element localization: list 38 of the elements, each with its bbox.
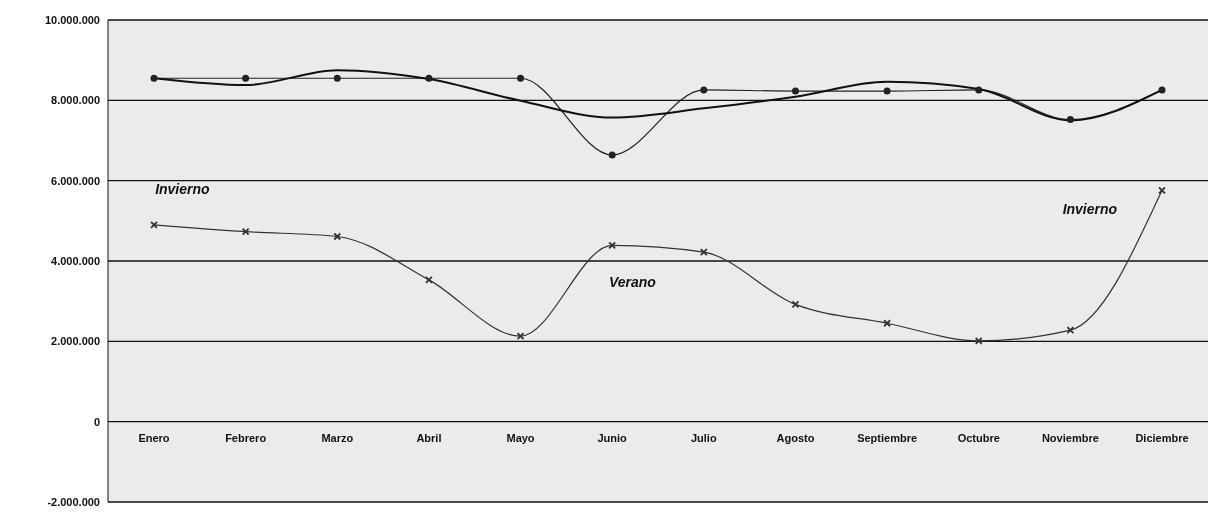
- x-tick-label: Febrero: [225, 431, 267, 444]
- x-tick-label: Abril: [416, 431, 442, 444]
- x-tick-label: Octubre: [957, 431, 1000, 444]
- y-tick-label: -2.000.000: [47, 495, 100, 508]
- x-tick-label: Septiembre: [857, 431, 918, 444]
- y-tick-label: 4.000.000: [51, 254, 100, 267]
- x-tick-label: Junio: [597, 431, 628, 444]
- point: [242, 74, 250, 82]
- point: [333, 232, 342, 241]
- annotation: Verano: [608, 273, 656, 290]
- y-tick-label: 10.000.000: [44, 13, 100, 26]
- point: [791, 300, 800, 309]
- y-tick-label: 8.000.000: [51, 94, 100, 107]
- y-tick-label: 0: [93, 415, 100, 428]
- point: [333, 74, 341, 82]
- y-tick-label: 2.000.000: [51, 335, 100, 348]
- annotation: Invierno: [155, 181, 210, 197]
- point: [975, 86, 983, 94]
- point: [425, 74, 433, 82]
- point: [425, 275, 433, 284]
- point: [791, 87, 799, 95]
- point: [883, 87, 891, 95]
- point: [700, 86, 708, 94]
- point: [517, 74, 525, 82]
- point: [608, 151, 616, 159]
- y-tick-label: 6.000.000: [51, 174, 100, 187]
- x-tick-label: Marzo: [321, 431, 354, 444]
- x-tick-label: Diciembre: [1135, 431, 1189, 444]
- point: [1158, 86, 1166, 94]
- x-tick-label: Agosto: [776, 431, 815, 444]
- x-tick-label: Enero: [138, 431, 170, 444]
- annotation: Invierno: [1062, 201, 1118, 217]
- point: [150, 220, 158, 229]
- point: [150, 74, 158, 82]
- x-tick-label: Julio: [690, 431, 717, 444]
- x-tick-label: Mayo: [506, 431, 535, 444]
- x-tick-label: Noviembre: [1041, 431, 1099, 444]
- point: [1066, 116, 1074, 124]
